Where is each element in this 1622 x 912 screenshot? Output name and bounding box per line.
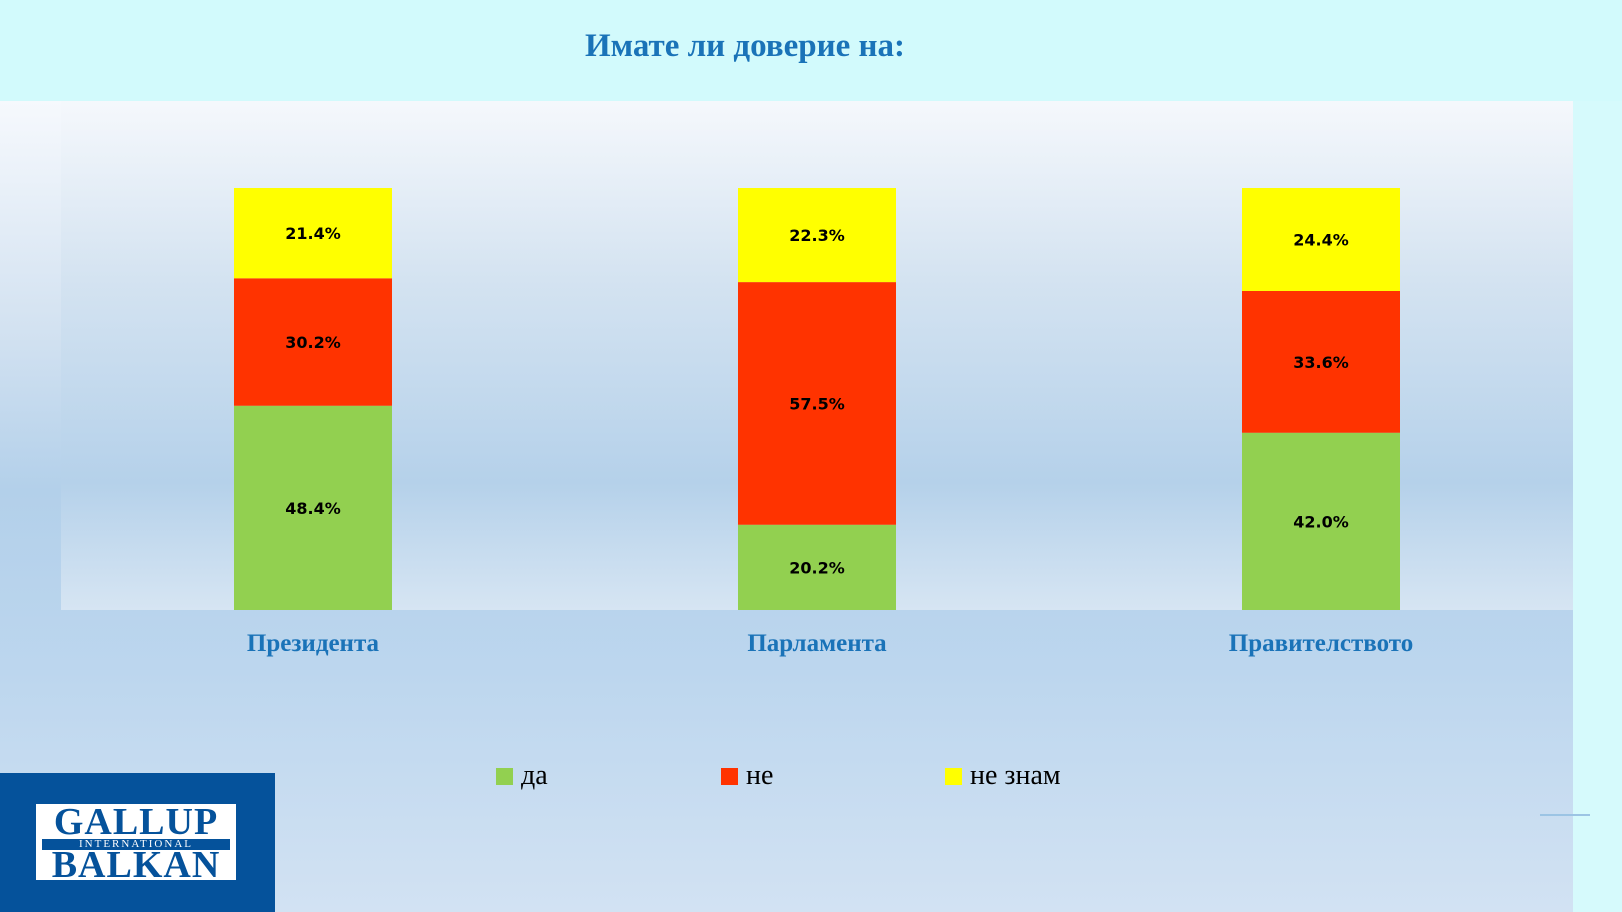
bar-segment-dont-know-2	[738, 188, 896, 283]
data-label-dont-know-3: 24.4%	[1293, 230, 1349, 249]
logo-inner: GALLUP INTERNATIONAL BALKAN	[36, 804, 236, 880]
category-label-2: Парламента	[747, 630, 887, 657]
data-label-no-2: 57.5%	[789, 394, 845, 413]
logo-gallup-text: GALLUP	[53, 804, 219, 843]
bar-segment-dont-know-3	[1242, 188, 1400, 291]
bar-segment-no-3	[1242, 290, 1400, 433]
bar-segment-dont-know-1	[234, 188, 392, 279]
category-label-1: Президента	[247, 630, 380, 657]
legend-swatch-dont-know	[945, 767, 962, 785]
right-edge	[1573, 101, 1622, 912]
legend-label-dont-know: не знам	[970, 760, 1061, 791]
data-label-no-1: 30.2%	[285, 333, 341, 352]
gallup-logo: GALLUP INTERNATIONAL BALKAN	[0, 773, 275, 912]
data-label-yes-2: 20.2%	[789, 558, 845, 577]
category-label-3: Правителството	[1229, 630, 1414, 657]
bar-segment-no-1	[234, 278, 392, 406]
legend-label-no: не	[746, 760, 774, 791]
data-label-no-3: 33.6%	[1293, 353, 1349, 372]
logo-international-text: INTERNATIONAL	[42, 839, 230, 850]
legend-item-dont-know: не знам	[945, 760, 1061, 792]
logo-balkan-text: BALKAN	[51, 844, 221, 880]
data-label-yes-1: 48.4%	[285, 499, 341, 518]
bar-segment-yes-2	[738, 524, 896, 610]
bar-segment-yes-1	[234, 405, 392, 610]
legend: да не не знам	[0, 760, 1622, 792]
legend-item-yes: да	[496, 760, 548, 792]
legend-swatch-yes	[496, 767, 513, 785]
legend-swatch-no	[721, 767, 738, 785]
legend-item-no: не	[721, 760, 773, 792]
legend-label-yes: да	[521, 760, 548, 791]
bar-segment-no-2	[738, 282, 896, 525]
chart-title: Имате ли доверие на:	[584, 28, 906, 64]
edge-line	[1540, 814, 1590, 816]
bar-segment-yes-3	[1242, 432, 1400, 610]
data-label-yes-3: 42.0%	[1293, 512, 1349, 531]
data-label-dont-know-1: 21.4%	[285, 224, 341, 243]
data-label-dont-know-2: 22.3%	[789, 226, 845, 245]
stacked-bar-chart: 48.4% 30.2% 21.4% Президента 20.2% 57.5% 22.3%…	[61, 101, 1573, 657]
